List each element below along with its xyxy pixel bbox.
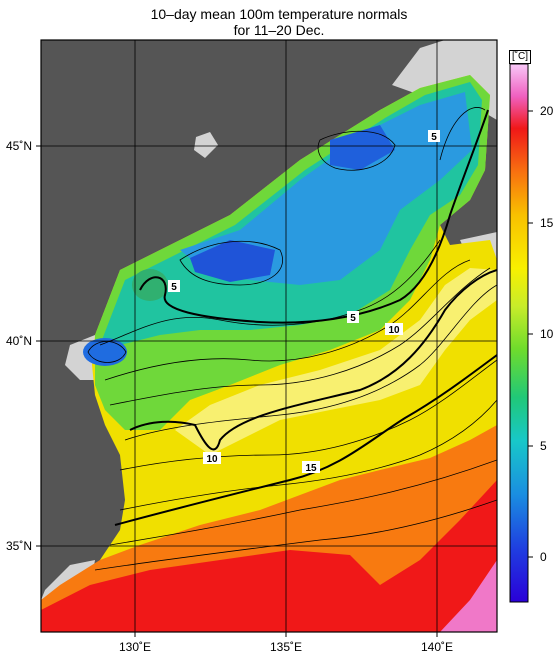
longitude-label: 140˚E bbox=[420, 640, 454, 654]
contour-label: 10 bbox=[388, 325, 400, 336]
map-title: 10–day mean 100m temperature normals bbox=[150, 6, 408, 22]
colorbar-tick-label: 5 bbox=[540, 439, 547, 453]
colorbar-tick-label: 10 bbox=[540, 327, 554, 341]
contour-label: 10 bbox=[206, 454, 218, 465]
graticule bbox=[41, 40, 497, 632]
contour-lines bbox=[87, 107, 497, 571]
colorbar-unit: [˚C] bbox=[509, 50, 531, 64]
longitude-label: 135˚E bbox=[269, 640, 303, 654]
longitude-label: 130˚E bbox=[118, 640, 152, 654]
colorbar-tick-label: 20 bbox=[540, 104, 554, 118]
latitude-label: 40˚N bbox=[5, 334, 32, 348]
latitude-label: 35˚N bbox=[5, 539, 32, 553]
map-frame bbox=[40, 39, 498, 633]
latitude-label: 45˚N bbox=[5, 139, 32, 153]
colorbar-tick-label: 15 bbox=[540, 216, 554, 230]
colorbar-tick-label: 0 bbox=[540, 550, 547, 564]
contour-label: 5 bbox=[431, 132, 437, 143]
colorbar bbox=[509, 63, 529, 603]
map-subtitle: for 11–20 Dec. bbox=[233, 22, 325, 38]
contour-label: 5 bbox=[171, 282, 177, 293]
contour-label: 15 bbox=[305, 463, 317, 474]
contour-label: 5 bbox=[350, 313, 356, 324]
